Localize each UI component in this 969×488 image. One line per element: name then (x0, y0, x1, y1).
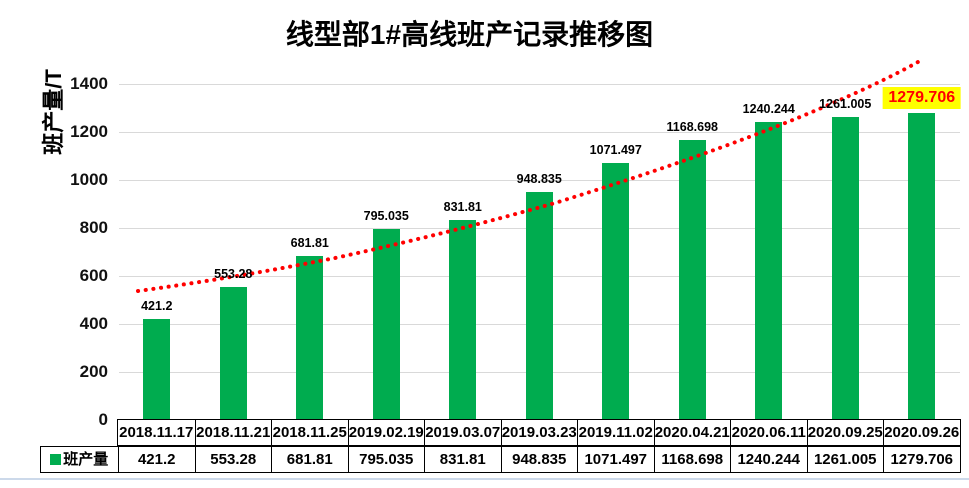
bar-label-2018.11.25: 681.81 (290, 236, 329, 251)
table-value-cell-9: 1261.005 (806, 446, 884, 472)
table-value-cell-2: 681.81 (271, 446, 348, 472)
bar-2020.04.21[interactable] (678, 139, 706, 420)
bar-2020.06.11[interactable] (755, 122, 783, 420)
data-table-date-row: 2018.11.17 2018.11.21 2018.11.25 2019.02.19… (117, 419, 961, 446)
bar-label-2019.03.07: 831.81 (443, 200, 482, 215)
bar-label-2020.09.26: 1279.706 (882, 86, 962, 109)
bar-2018.11.25[interactable] (296, 256, 324, 420)
y-tick-label-800: 800 (79, 218, 108, 237)
gridline-1200 (119, 132, 960, 133)
bar-label-2019.03.23: 948.835 (516, 172, 562, 187)
gridline-1400 (119, 84, 960, 85)
trendline[interactable] (136, 60, 920, 293)
data-table-value-row: 班产量 421.2 553.28 681.81 795.035 831.81 948.83… (39, 445, 961, 473)
y-tick-label-1400: 1400 (70, 74, 108, 93)
bar-label-2020.06.11: 1240.244 (742, 102, 795, 117)
table-date-cell-5: 2019.03.23 (500, 420, 578, 445)
table-value-cell-8: 1240.244 (730, 446, 807, 472)
table-value-cell-1: 553.28 (194, 446, 272, 472)
table-value-cell-5: 948.835 (500, 446, 578, 472)
legend-label: 班产量 (63, 450, 109, 468)
y-tick-label-1000: 1000 (70, 170, 108, 189)
table-date-cell-3: 2019.02.19 (347, 420, 425, 445)
table-date-cell-1: 2018.11.21 (194, 420, 272, 445)
table-value-cell-6: 1071.497 (577, 446, 654, 472)
y-tick-label-400: 400 (79, 314, 108, 333)
y-tick-label-1200: 1200 (70, 122, 108, 141)
chart-bottom-border (0, 478, 969, 480)
bar-2020.09.26[interactable] (908, 112, 936, 420)
chart-title: 线型部1#高线班产记录推移图 (285, 19, 654, 50)
gridline-1000 (119, 180, 960, 181)
bar-label-2020.04.21: 1168.698 (666, 119, 718, 134)
table-value-cell-4: 831.81 (424, 446, 501, 472)
bar-label-2019.02.19: 795.035 (363, 209, 409, 224)
bar-2020.09.25[interactable] (831, 117, 859, 420)
table-date-cell-2: 2018.11.25 (271, 420, 348, 445)
bar-2019.03.23[interactable] (525, 192, 553, 420)
bar-label-2018.11.21: 553.28 (214, 267, 253, 282)
y-tick-label-0: 0 (98, 410, 108, 429)
legend-key[interactable]: 班产量 (41, 447, 119, 472)
table-date-cell-0: 2018.11.17 (119, 424, 194, 441)
table-date-cell-10: 2020.09.26 (883, 420, 960, 445)
table-value-cell-7: 1168.698 (653, 446, 731, 472)
table-date-cell-8: 2020.06.11 (730, 420, 807, 445)
bar-2019.11.02[interactable] (602, 162, 630, 420)
bar-2018.11.17[interactable] (143, 318, 171, 420)
legend-color-swatch (50, 453, 62, 465)
table-date-cell-4: 2019.03.07 (424, 420, 501, 445)
table-date-cell-7: 2020.04.21 (653, 420, 731, 445)
table-value-cell-0: 421.2 (118, 446, 195, 472)
bar-label-2018.11.17: 421.2 (141, 298, 173, 313)
y-tick-label-600: 600 (79, 266, 108, 285)
bar-2018.11.21[interactable] (219, 287, 247, 420)
bar-label-2020.09.25: 1261.005 (819, 97, 872, 112)
table-value-cell-3: 795.035 (347, 446, 425, 472)
y-tick-label-200: 200 (79, 362, 108, 381)
bar-label-2019.11.02: 1071.497 (589, 142, 642, 157)
table-date-cell-9: 2020.09.25 (806, 420, 884, 445)
bar-2019.02.19[interactable] (372, 229, 400, 420)
table-date-cell-6: 2019.11.02 (577, 420, 654, 445)
table-value-cell-10: 1279.706 (883, 446, 960, 472)
bar-2019.03.07[interactable] (449, 220, 477, 420)
